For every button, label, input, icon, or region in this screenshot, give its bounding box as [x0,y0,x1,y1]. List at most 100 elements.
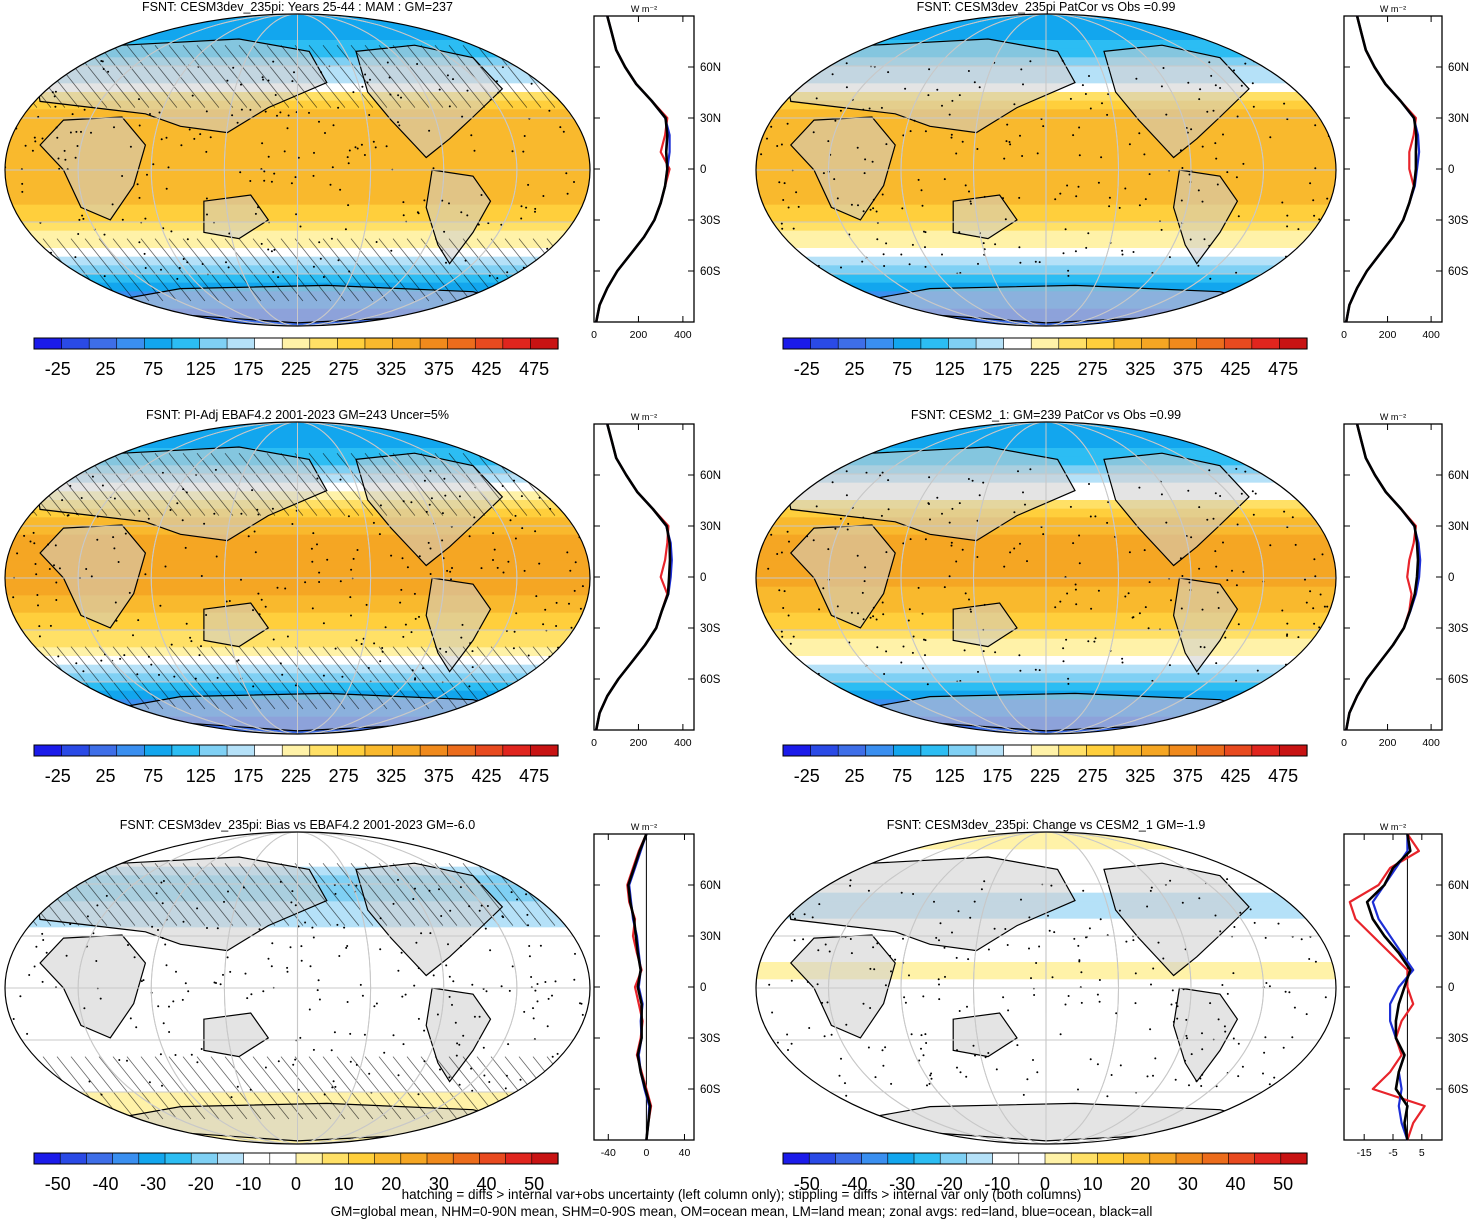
stipple-dot [1066,185,1068,187]
stipple-dot [317,989,319,991]
stipple-dot [443,231,445,233]
stipple-dot [1269,1083,1271,1085]
stipple-dot [578,668,580,670]
colorbar-box [365,745,393,756]
stipple-dot [287,127,289,129]
stipple-dot [64,150,66,152]
stipple-dot [199,654,201,656]
stipple-dot [373,642,375,644]
stipple-dot [459,1084,461,1086]
stipple-dot [146,174,148,176]
stipple-dot [1219,930,1221,932]
colorbar-label: 175 [233,766,263,786]
stipple-dot [929,1083,931,1085]
map-field [756,832,1336,1145]
stipple-dot [959,502,961,504]
stipple-dot [119,658,121,660]
map-field [0,422,639,735]
stipple-dot [261,142,263,144]
map-panel: FSNT: CESM2_1: GM=239 PatCor vs Obs =0.9… [756,408,1336,735]
colorbar-box [893,338,921,349]
stipple-dot [51,262,53,264]
stipple-dot [1218,1018,1220,1020]
stipple-dot [34,1067,36,1069]
stipple-dot [217,927,219,929]
stipple-dot [567,891,569,893]
stipple-dot [929,519,931,521]
stipple-dot [186,623,188,625]
stipple-dot [496,277,498,279]
stipple-dot [994,651,996,653]
stipple-dot [496,80,498,82]
stipple-dot [1297,636,1299,638]
stipple-dot [1325,890,1327,892]
stipple-dot [925,266,927,268]
stipple-dot [908,974,910,976]
stipple-dot [55,91,57,93]
stipple-dot [876,619,878,621]
stipple-dot [1075,589,1077,591]
zonal-ytick-label: 60S [1448,266,1469,278]
stipple-dot [107,71,109,73]
stipple-dot [271,250,273,252]
stipple-dot [1003,158,1005,160]
hatch-line [0,453,23,515]
stipple-dot [428,130,430,132]
stipple-dot [565,172,567,174]
stipple-dot [422,667,424,669]
stipple-dot [804,913,806,915]
colorbar-box [948,338,976,349]
stipple-dot [1150,984,1152,986]
stipple-dot [538,563,540,565]
stipple-dot [430,573,432,575]
stipple-dot [223,901,225,903]
stipple-dot [965,1076,967,1078]
stipple-dot [1253,514,1255,516]
stipple-dot [1162,958,1164,960]
stipple-dot [429,890,431,892]
stipple-dot [1054,198,1056,200]
stipple-dot [429,932,431,934]
stipple-dot [1019,135,1021,137]
stipple-dot [125,533,127,535]
stipple-dot [1187,82,1189,84]
stipple-dot [506,271,508,273]
stipple-dot [15,100,17,102]
stipple-dot [883,253,885,255]
colorbar-box [337,745,365,756]
stipple-dot [136,673,138,675]
stipple-dot [159,112,161,114]
zonal-xtick-label: 200 [630,737,648,749]
stipple-dot [864,172,866,174]
stipple-dot [428,542,430,544]
stipple-dot [1308,958,1310,960]
stipple-dot [1090,608,1092,610]
stipple-dot [819,270,821,272]
stipple-dot [1238,215,1240,217]
stipple-dot [193,138,195,140]
stipple-dot [189,129,191,131]
stipple-dot [951,542,953,544]
stipple-dot [291,182,293,184]
stipple-dot [83,1007,85,1009]
stipple-dot [780,655,782,657]
stipple-dot [56,127,58,129]
stipple-dot [451,1004,453,1006]
stipple-dot [1016,1044,1018,1046]
colorbar-box [835,1153,862,1164]
stipple-dot [460,945,462,947]
stipple-dot [1042,125,1044,127]
colorbar-box [1279,338,1307,349]
stipple-dot [770,236,772,238]
stipple-dot [170,509,172,511]
stipple-dot [468,905,470,907]
stipple-dot [1197,673,1199,675]
stipple-dot [173,676,175,678]
stipple-dot [847,523,849,525]
colorbar-box [506,1153,532,1164]
stipple-dot [240,579,242,581]
stipple-dot [152,163,154,165]
stipple-dot [280,662,282,664]
stipple-dot [944,947,946,949]
